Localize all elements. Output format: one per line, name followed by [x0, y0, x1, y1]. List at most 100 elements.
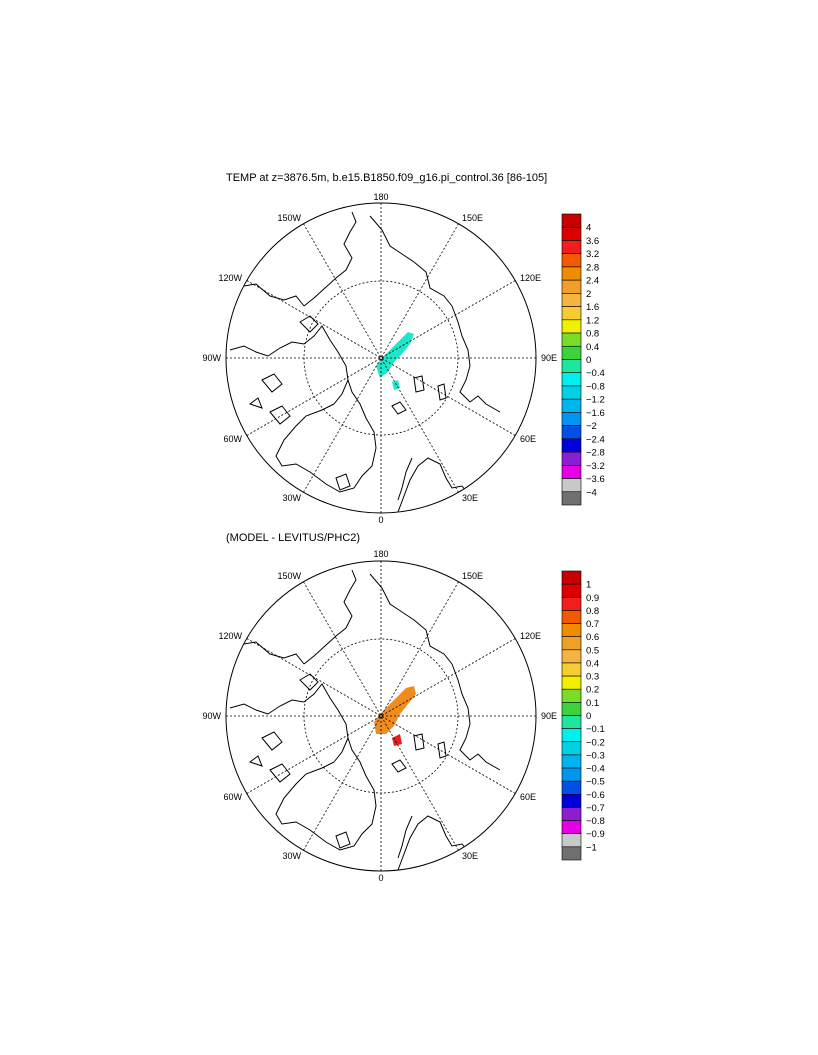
panel-1-graticule — [226, 203, 536, 513]
panel-1-lon-150w: 150W — [277, 213, 301, 223]
panel-2-lon-120e: 120E — [520, 631, 541, 641]
panel-1-island-1 — [391, 401, 407, 415]
panel-2-colorbar-label: −0.3 — [586, 750, 605, 761]
panel-2-lon-90w: 90W — [202, 711, 221, 721]
panel-1-colorbar-swatch — [561, 359, 582, 374]
panel-2-island-8 — [335, 831, 351, 849]
panel-2-colorbar-label: 0.8 — [586, 606, 599, 617]
panel-2-coast-europe — [397, 815, 471, 871]
panel-1-island-3 — [437, 383, 447, 401]
panel-2-colorbar-swatch — [561, 649, 582, 664]
panel-2-colorbar-swatch — [561, 570, 582, 585]
panel-1-colorbar: 4 3.6 3.2 2.8 2.4 2 1.6 1.2 0.8 0.4 0 −0.4 −0.8 −1.2 −… — [561, 213, 605, 506]
panel-2-colorbar-label: −0.5 — [586, 777, 605, 788]
panel-1-lon-30w: 30W — [282, 493, 301, 503]
panel-1-colorbar-swatch — [561, 451, 582, 466]
panel-2-lon-labels: 180 150E 120E 90E 60E 30E 0 30W 60W 90W … — [202, 549, 557, 883]
panel-2: (MODEL - LEVITUS/PHC2) — [202, 532, 604, 883]
panel-1-lon-120w: 120W — [218, 273, 242, 283]
panel-1-colorbar-swatch — [561, 293, 582, 307]
panel-2-colorbar-label: 0.7 — [586, 619, 599, 630]
panel-2-colorbar-label: 1 — [586, 580, 591, 591]
panel-2-lon-120w: 120W — [218, 631, 242, 641]
panel-2-graticule — [226, 561, 536, 871]
panel-2-coast-canada — [229, 683, 349, 763]
panel-2-patch-ridge — [374, 686, 416, 734]
panel-1-lon-30e: 30E — [462, 493, 478, 503]
panel-2-colorbar-label: 0 — [586, 711, 591, 722]
panel-1: TEMP at z=3876.5m, b.e15.B1850.f09_g16.p… — [202, 172, 604, 525]
panel-2-colorbar-label: −0.7 — [586, 803, 605, 814]
panel-1-lon-90e: 90E — [541, 353, 557, 363]
panel-1-colorbar-label: −2.8 — [586, 448, 605, 459]
panel-1-colorbar-swatch — [561, 478, 582, 493]
panel-2-lon-180: 180 — [373, 549, 388, 559]
panel-2-colorbar-label: 0.4 — [586, 658, 599, 669]
panel-1-coast-alaska — [243, 283, 305, 307]
panel-1-lon-0: 0 — [378, 515, 383, 525]
panel-2-patch-fram — [392, 734, 402, 746]
panel-2-island-5 — [261, 731, 283, 751]
panel-1-colorbar-swatch — [561, 240, 582, 254]
panel-1-colorbar-label: −1.6 — [586, 408, 605, 419]
panel-1-colorbar-label: −3.2 — [586, 461, 605, 472]
panel-2-coast-eurasia-east — [451, 663, 501, 771]
panel-1-colorbar-swatch — [561, 226, 582, 241]
panel-1-colorbar-label: −0.4 — [586, 368, 605, 379]
panel-1-lon-90w: 90W — [202, 353, 221, 363]
panel-1-colorbar-swatch — [561, 398, 582, 413]
panel-2-lon-60e: 60E — [520, 792, 536, 802]
panel-2-colorbar-label: 0.2 — [586, 685, 599, 696]
panel-2-island-3 — [437, 741, 447, 759]
panel-1-colorbar-label: 3.6 — [586, 236, 599, 247]
panel-2-colorbar-label: −0.8 — [586, 816, 605, 827]
panel-2-colorbar-swatch — [561, 807, 582, 821]
panel-1-colorbar-label: 0.8 — [586, 329, 599, 340]
panel-1-colorbar-swatch — [561, 266, 582, 281]
panel-1-colorbar-swatch — [561, 465, 582, 479]
panel-2-colorbar-label: 0.3 — [586, 672, 599, 683]
panel-1-colorbar-label: 0 — [586, 355, 591, 366]
panel-2-coast-greenland — [275, 737, 377, 851]
panel-1-island-7 — [248, 397, 263, 409]
panel-2-island-1 — [391, 759, 407, 773]
panel-2-colorbar-swatch — [561, 767, 582, 782]
panel-1-colorbar-swatch — [561, 438, 582, 453]
panel-1-coast-beringia — [369, 215, 453, 307]
panel-2-colorbar-swatch — [561, 702, 582, 716]
panel-2-colorbar-label: 0.9 — [586, 593, 599, 604]
panel-1-colorbar-label: 0.4 — [586, 342, 599, 353]
panel-1-coast-scandinavia — [397, 457, 413, 501]
panel-1-island-2 — [413, 375, 425, 393]
panel-1-island-6 — [269, 405, 291, 425]
panel-1-island-5 — [261, 373, 283, 393]
panel-1-colorbar-swatch — [561, 213, 582, 228]
panel-2-colorbar-swatch — [561, 583, 582, 598]
panel-2-colorbar-swatch — [561, 623, 582, 637]
panel-2-map — [229, 569, 501, 871]
panel-1-map-border — [225, 202, 537, 514]
panel-2-colorbar: 1 0.9 0.8 0.7 0.6 0.5 0.4 0.3 0.2 0.1 0 −0.1 −0.2 −0.… — [561, 570, 605, 861]
panel-1-colorbar-swatch — [561, 306, 582, 321]
panel-2-title: (MODEL - LEVITUS/PHC2) — [226, 532, 360, 544]
panel-1-colorbar-swatch — [561, 253, 582, 268]
panel-1-island-4 — [299, 315, 319, 333]
panel-1-coast-greenland — [275, 379, 377, 493]
panel-2-coast-siberia — [303, 569, 357, 665]
panel-2-lon-90e: 90E — [541, 711, 557, 721]
panel-2-colorbar-swatch — [561, 754, 582, 769]
panel-1-colorbar-swatch — [561, 319, 582, 334]
panel-1-colorbar-label: 3.2 — [586, 249, 599, 260]
panel-2-colorbar-swatch — [561, 610, 582, 624]
panel-2-colorbar-swatch — [561, 728, 582, 743]
panel-1-colorbar-label: 1.6 — [586, 302, 599, 313]
panel-1-colorbar-label: −1.2 — [586, 395, 605, 406]
panel-2-colorbar-label: −1 — [586, 842, 597, 853]
panel-2-lon-60w: 60W — [223, 792, 242, 802]
panel-1-lon-120e: 120E — [520, 273, 541, 283]
panel-1-colorbar-label: 1.2 — [586, 315, 599, 326]
panel-2-island-4 — [299, 673, 319, 691]
panel-2-lon-0: 0 — [378, 873, 383, 883]
panel-2-colorbar-swatch — [561, 741, 582, 756]
